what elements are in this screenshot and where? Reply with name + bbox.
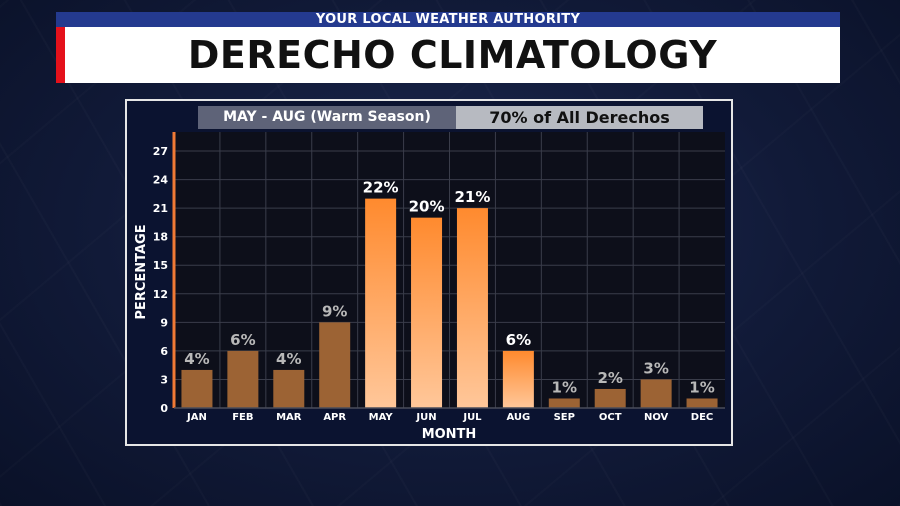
data-label-may: 22% [363, 179, 399, 197]
x-tick-label: APR [323, 412, 346, 423]
x-axis-title: MONTH [422, 427, 477, 442]
y-tick-label: 24 [153, 174, 169, 187]
bar-dec [686, 398, 718, 408]
y-axis-title: PERCENTAGE [134, 224, 149, 319]
x-tick-label: JUN [415, 412, 436, 423]
data-label-jun: 20% [409, 198, 445, 216]
x-tick-label: FEB [232, 412, 253, 423]
y-tick-label: 0 [160, 402, 168, 415]
y-tick-label: 12 [153, 288, 168, 301]
y-tick-label: 9 [160, 316, 168, 329]
x-tick-label: SEP [554, 412, 575, 423]
bar-nov [640, 379, 672, 408]
bar-sep [548, 398, 580, 408]
x-tick-label: MAY [369, 412, 394, 423]
data-label-sep: 1% [552, 378, 577, 396]
title-bar: DERECHO CLIMATOLOGY [56, 27, 840, 83]
page-title: DERECHO CLIMATOLOGY [187, 33, 718, 77]
data-label-mar: 4% [276, 350, 301, 368]
bar-jul [456, 208, 488, 408]
data-label-dec: 1% [689, 378, 714, 396]
y-tick-label: 15 [153, 259, 168, 272]
bars [181, 198, 718, 408]
y-tick-label: 21 [153, 202, 168, 215]
y-tick-label: 27 [153, 145, 168, 158]
bar-oct [594, 388, 626, 408]
data-label-nov: 3% [643, 359, 668, 377]
y-tick-label: 6 [160, 345, 168, 358]
data-label-aug: 6% [506, 331, 531, 349]
bar-aug [502, 350, 534, 408]
data-label-oct: 2% [597, 369, 622, 387]
x-tick-label: OCT [599, 412, 622, 423]
share-tag: 70% of All Derechos [456, 106, 703, 129]
data-labels: 4% 6% 4% 9% 22% 20% 21% 6% 1% 2% 3% 1% [184, 179, 715, 397]
x-tick-label: NOV [644, 412, 669, 423]
x-tick-label: DEC [691, 412, 713, 423]
bar-may [365, 198, 397, 408]
x-tick-label: JUL [462, 412, 482, 423]
x-tick-label: MAR [276, 412, 302, 423]
x-tick-label: JAN [186, 412, 207, 423]
axes: 0 3 6 9 12 15 18 21 24 27 JAN FEB MAR APR MAY JUN JUL AUG… [153, 132, 725, 423]
data-label-apr: 9% [322, 302, 347, 320]
y-tick-label: 3 [160, 373, 168, 386]
data-label-jul: 21% [455, 188, 491, 206]
grid [174, 132, 725, 408]
bar-mar [273, 369, 305, 408]
bar-jan [181, 369, 213, 408]
data-label-feb: 6% [230, 331, 255, 349]
warm-season-tag: MAY - AUG (Warm Season) [198, 106, 456, 129]
title-accent [56, 27, 65, 83]
y-tick-label: 18 [153, 231, 168, 244]
x-tick-label: AUG [506, 412, 530, 423]
bar-feb [227, 350, 259, 408]
station-tagline: YOUR LOCAL WEATHER AUTHORITY [56, 12, 840, 27]
bar-apr [319, 322, 351, 408]
bar-jun [411, 217, 443, 408]
data-label-jan: 4% [184, 350, 209, 368]
